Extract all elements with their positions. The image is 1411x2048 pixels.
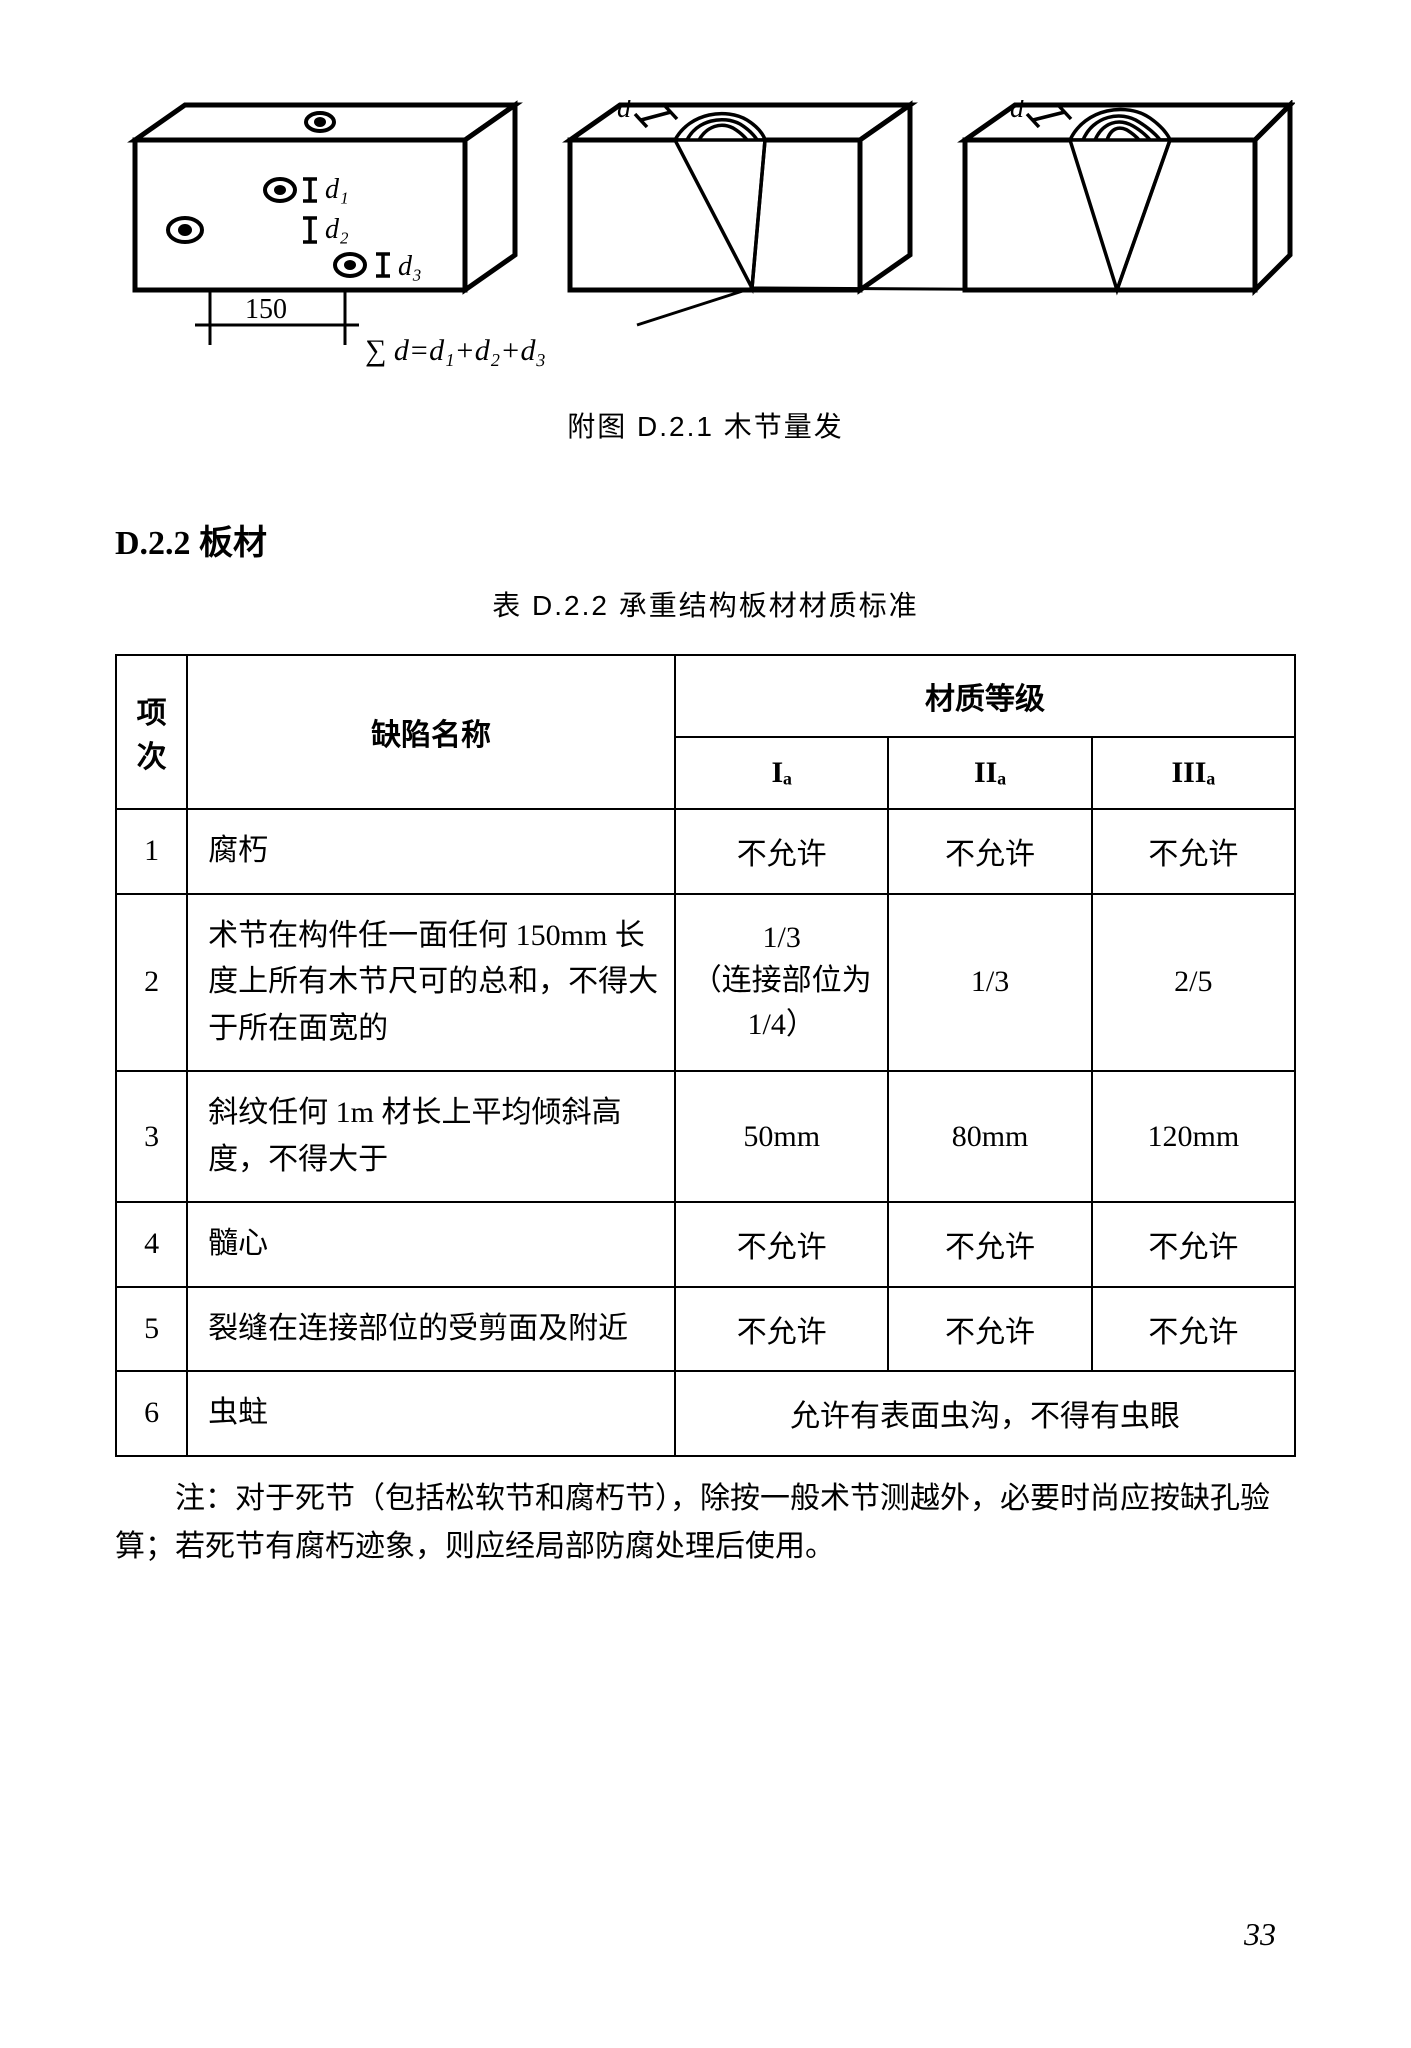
cell-g3: 不允许 bbox=[1092, 809, 1295, 894]
th-group: 材质等级 bbox=[675, 655, 1295, 737]
cell-g1: 不允许 bbox=[675, 1287, 888, 1372]
cell-g3: 120mm bbox=[1092, 1071, 1295, 1202]
th-name: 缺陷名称 bbox=[187, 655, 675, 809]
cell-idx: 1 bbox=[116, 809, 187, 894]
cell-g2: 80mm bbox=[888, 1071, 1091, 1202]
cell-g2: 不允许 bbox=[888, 809, 1091, 894]
figure-d21: d₁ d₂ d₃ bbox=[115, 100, 1296, 370]
cell-g2: 不允许 bbox=[888, 1202, 1091, 1287]
table-row: 1 腐朽 不允许 不允许 不允许 bbox=[116, 809, 1295, 894]
cell-name: 术节在构件任一面任何 150mm 长度上所有木节尺可的总和，不得大于所在面宽的 bbox=[187, 894, 675, 1072]
page-number: 33 bbox=[1244, 1916, 1276, 1953]
table-row: 2 术节在构件任一面任何 150mm 长度上所有木节尺可的总和，不得大于所在面宽… bbox=[116, 894, 1295, 1072]
cell-idx: 5 bbox=[116, 1287, 187, 1372]
table-row: 5 裂缝在连接部位的受剪面及附近 不允许 不允许 不允许 bbox=[116, 1287, 1295, 1372]
table-caption: 表 D.2.2 承重结构板材材质标准 bbox=[115, 584, 1296, 624]
cell-g1: 1/3 （连接部位为 1/4） bbox=[675, 894, 888, 1072]
label-150: 150 bbox=[245, 294, 287, 325]
cell-g3: 不允许 bbox=[1092, 1287, 1295, 1372]
cell-g2: 不允许 bbox=[888, 1287, 1091, 1372]
label-d-right: d bbox=[1010, 100, 1025, 124]
table-row: 3 斜纹任何 1m 材长上平均倾斜高度，不得大于 50mm 80mm 120mm bbox=[116, 1071, 1295, 1202]
label-sum: ∑ d=d₁+d₂+d₃ bbox=[365, 334, 546, 367]
cell-name: 虫蛀 bbox=[187, 1371, 675, 1456]
cell-name: 髓心 bbox=[187, 1202, 675, 1287]
cell-g1: 50mm bbox=[675, 1071, 888, 1202]
th-grade-1: Iₐ bbox=[675, 737, 888, 809]
label-d2: d₂ bbox=[325, 214, 349, 245]
figure-caption: 附图 D.2.1 木节量发 bbox=[115, 405, 1296, 445]
th-index: 项次 bbox=[116, 655, 187, 809]
cell-name: 斜纹任何 1m 材长上平均倾斜高度，不得大于 bbox=[187, 1071, 675, 1202]
label-d1: d₁ bbox=[325, 174, 349, 205]
cell-g3: 不允许 bbox=[1092, 1202, 1295, 1287]
label-d3: d₃ bbox=[398, 251, 422, 282]
label-d-mid: d bbox=[617, 100, 632, 124]
table-row: 4 髓心 不允许 不允许 不允许 bbox=[116, 1202, 1295, 1287]
cell-g1: 不允许 bbox=[675, 809, 888, 894]
page: d₁ d₂ d₃ bbox=[0, 0, 1411, 2048]
cell-g3: 2/5 bbox=[1092, 894, 1295, 1072]
cell-idx: 6 bbox=[116, 1371, 187, 1456]
figure-svg: d₁ d₂ d₃ bbox=[115, 100, 1295, 370]
table-note: 注：对于死节（包括松软节和腐朽节），除按一般术节测越外，必要时尚应按缺孔验算；若… bbox=[115, 1475, 1296, 1571]
cell-merged: 允许有表面虫沟，不得有虫眼 bbox=[675, 1371, 1295, 1456]
material-table: 项次 缺陷名称 材质等级 Iₐ IIₐ IIIₐ 1 腐朽 不允许 不允许 不允… bbox=[115, 654, 1296, 1457]
cell-g2: 1/3 bbox=[888, 894, 1091, 1072]
table-row: 6 虫蛀 允许有表面虫沟，不得有虫眼 bbox=[116, 1371, 1295, 1456]
th-grade-3: IIIₐ bbox=[1092, 737, 1295, 809]
cell-idx: 4 bbox=[116, 1202, 187, 1287]
cell-idx: 3 bbox=[116, 1071, 187, 1202]
table-header-row: 项次 缺陷名称 材质等级 bbox=[116, 655, 1295, 737]
th-grade-2: IIₐ bbox=[888, 737, 1091, 809]
cell-g1: 不允许 bbox=[675, 1202, 888, 1287]
cell-name: 裂缝在连接部位的受剪面及附近 bbox=[187, 1287, 675, 1372]
cell-idx: 2 bbox=[116, 894, 187, 1072]
cell-name: 腐朽 bbox=[187, 809, 675, 894]
section-heading: D.2.2 板材 bbox=[115, 515, 1296, 564]
